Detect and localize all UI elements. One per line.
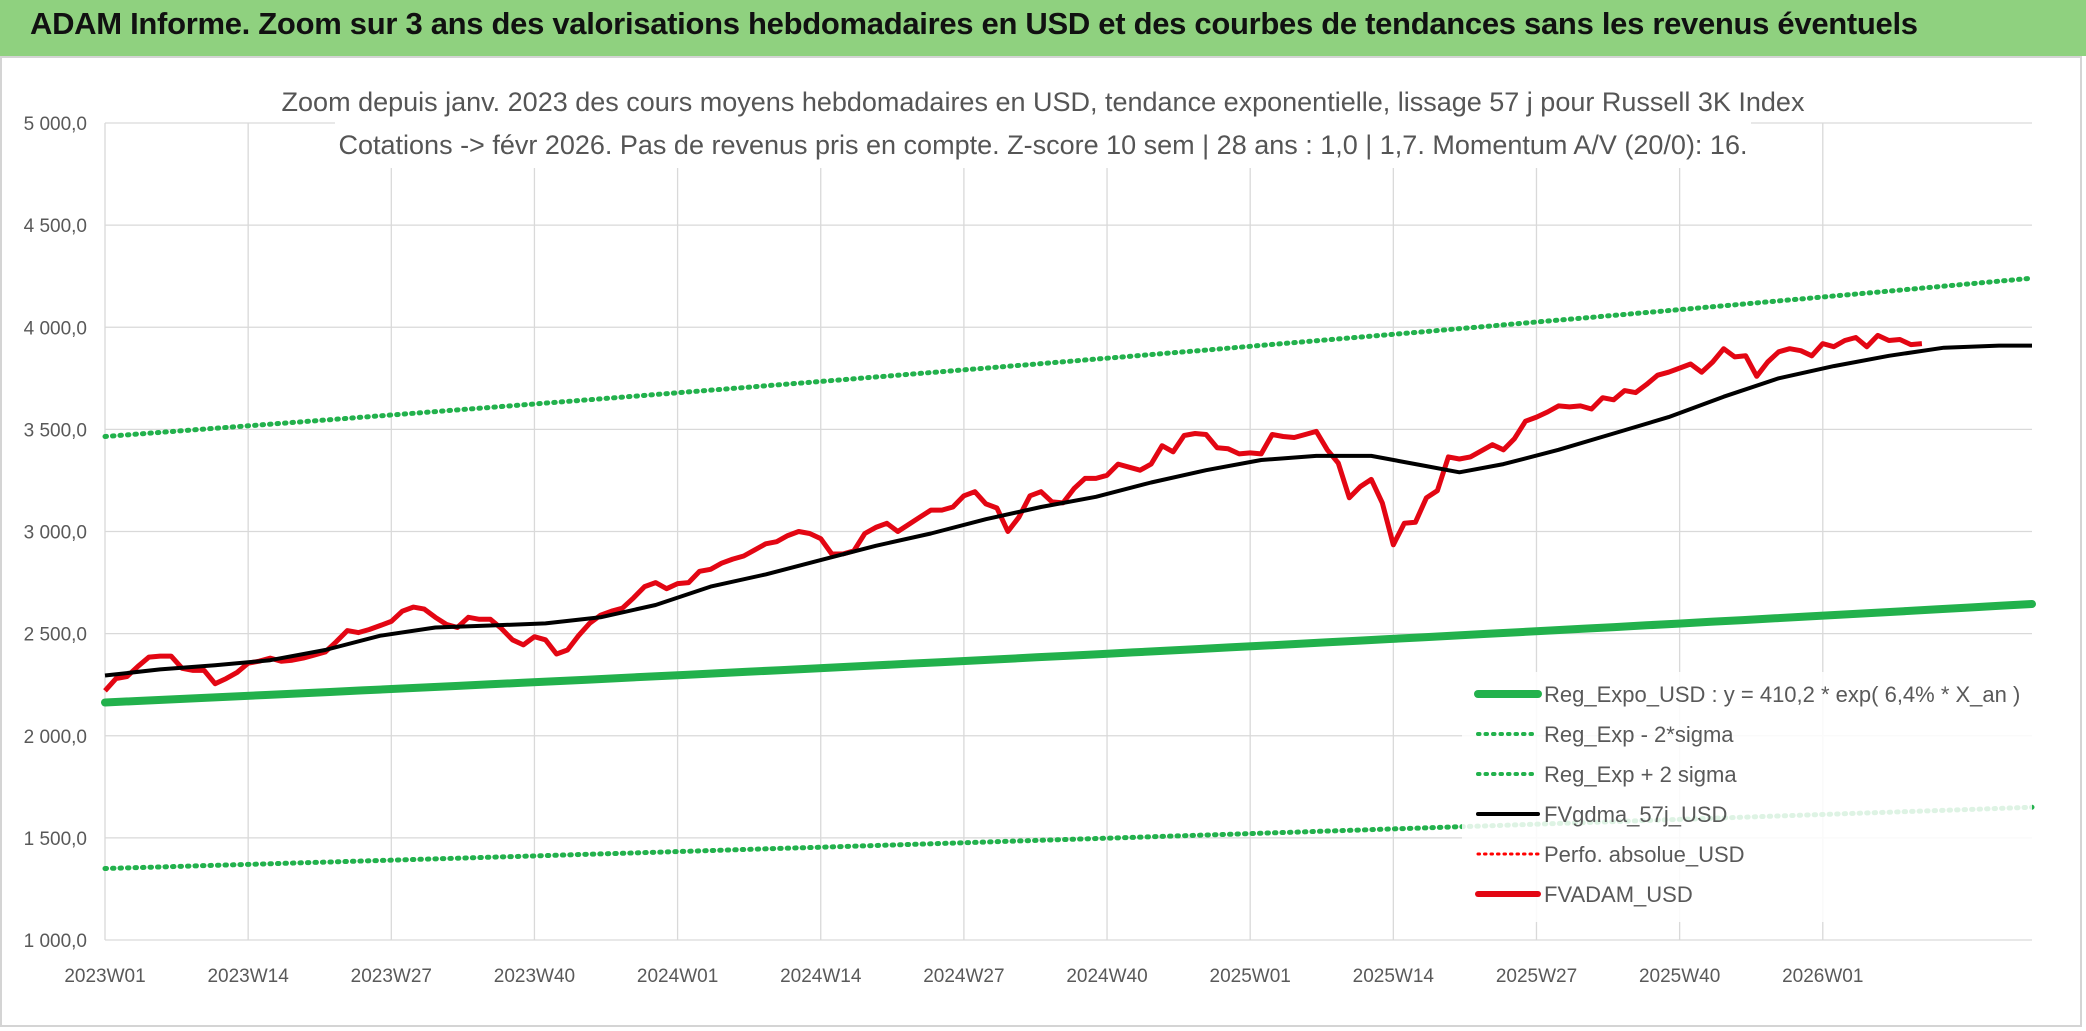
legend-fvgdma-57j-label: FVgdma_57j_USD	[1544, 802, 1727, 827]
report-title: ADAM Informe. Zoom sur 3 ans des valoris…	[30, 6, 1918, 41]
chart-subtitle: Cotations -> févr 2026. Pas de revenus p…	[339, 130, 1748, 160]
x-tick-label: 2024W01	[637, 966, 718, 987]
legend-reg-expo-label: Reg_Expo_USD : y = 410,2 * exp( 6,4% * X…	[1544, 682, 2020, 707]
title-banner: ADAM Informe. Zoom sur 3 ans des valoris…	[0, 0, 2086, 56]
series-fvgdma-57j	[104, 343, 2032, 678]
chart-title-background	[335, 78, 1751, 168]
series-reg-expo	[101, 600, 2036, 707]
y-tick-label: 1 500,0	[24, 829, 87, 850]
x-tick-label: 2023W27	[351, 966, 432, 987]
x-tick-label: 2025W01	[1210, 966, 1291, 987]
x-tick-label: 2024W27	[923, 966, 1004, 987]
y-tick-label: 3 000,0	[24, 523, 87, 544]
x-tick-label: 2026W01	[1782, 966, 1863, 987]
y-tick-label: 3 500,0	[24, 420, 87, 441]
x-tick-label: 2024W14	[780, 966, 862, 987]
y-axis-ticks: 1 000,0 1 500,0 2 000,0 2 500,0 3 000,0 3 500…	[24, 114, 87, 952]
x-tick-label: 2024W40	[1066, 966, 1147, 987]
x-tick-label: 2023W40	[494, 966, 575, 987]
legend-fvadam-usd-label: FVADAM_USD	[1544, 882, 1693, 907]
legend: Reg_Expo_USD : y = 410,2 * exp( 6,4% * X…	[1462, 672, 2032, 922]
y-tick-label: 4 000,0	[24, 318, 87, 339]
x-tick-label: 2025W27	[1496, 966, 1577, 987]
y-tick-label: 2 000,0	[24, 727, 87, 748]
y-tick-label: 2 500,0	[24, 625, 87, 646]
y-tick-label: 4 500,0	[24, 216, 87, 237]
legend-background	[1462, 672, 2032, 922]
chart-frame	[0, 56, 2082, 1027]
legend-perfo-absolue-label: Perfo. absolue_USD	[1544, 842, 1745, 867]
x-axis-ticks: 2023W01 2023W14 2023W27 2023W40 2024W01 2024W…	[64, 966, 1863, 987]
chart-title: Zoom depuis janv. 2023 des cours moyens …	[282, 87, 1805, 117]
x-tick-label: 2023W01	[64, 966, 145, 987]
legend-reg-plus-2sigma-label: Reg_Exp + 2 sigma	[1544, 762, 1737, 787]
x-tick-label: 2025W14	[1353, 966, 1435, 987]
series-fvadam-usd	[103, 332, 1923, 693]
y-tick-label: 5 000,0	[24, 114, 87, 135]
x-tick-label: 2023W14	[207, 966, 289, 987]
x-tick-label: 2025W40	[1639, 966, 1720, 987]
series-reg-plus-2sigma	[102, 275, 2035, 439]
y-tick-label: 1 000,0	[24, 931, 87, 952]
legend-reg-minus-2sigma-label: Reg_Exp - 2*sigma	[1544, 722, 1734, 747]
